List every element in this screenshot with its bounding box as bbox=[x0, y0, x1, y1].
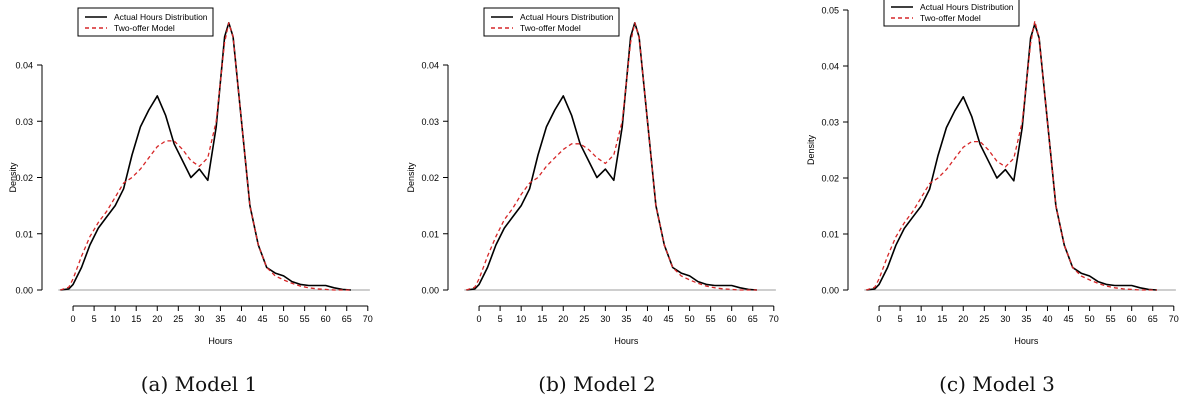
x-tick-label: 10 bbox=[916, 314, 926, 324]
x-tick-label: 45 bbox=[1064, 314, 1074, 324]
y-tick-label: 0.02 bbox=[421, 173, 439, 183]
y-tick-label: 0.00 bbox=[821, 286, 839, 296]
y-tick-label: 0.01 bbox=[15, 229, 33, 239]
x-tick-label: 0 bbox=[71, 314, 76, 324]
x-tick-label: 15 bbox=[131, 314, 141, 324]
legend-label: Actual Hours Distribution bbox=[520, 12, 614, 22]
x-tick-label: 55 bbox=[1106, 314, 1116, 324]
series-line-two-offer-model bbox=[466, 22, 757, 291]
legend-label: Actual Hours Distribution bbox=[920, 2, 1014, 12]
x-tick-label: 0 bbox=[477, 314, 482, 324]
x-tick-label: 30 bbox=[194, 314, 204, 324]
x-tick-label: 70 bbox=[769, 314, 779, 324]
x-tick-label: 20 bbox=[152, 314, 162, 324]
x-tick-label: 50 bbox=[1085, 314, 1095, 324]
y-tick-label: 0.05 bbox=[821, 6, 839, 16]
x-tick-label: 0 bbox=[877, 314, 882, 324]
y-tick-label: 0.03 bbox=[821, 118, 839, 128]
x-tick-label: 70 bbox=[1169, 314, 1179, 324]
chart-svg-1: 0.00 0.01 0.02 0.03 0.04 0 5 10 15 20 25 30 35 40 45 50… bbox=[8, 7, 373, 346]
x-tick-label: 10 bbox=[516, 314, 526, 324]
y-tick-label: 0.02 bbox=[821, 174, 839, 184]
chart-caption-1: (a) Model 1 bbox=[140, 372, 258, 396]
y-tick-label: 0.00 bbox=[15, 286, 33, 296]
chart-caption-3: (c) Model 3 bbox=[939, 372, 1055, 396]
y-axis-label: Density bbox=[8, 162, 18, 193]
chart-svg-2: 0.00 0.01 0.02 0.03 0.04 0 5 10 15 20 25 30 35 40 45 50… bbox=[406, 7, 779, 346]
x-tick-label: 45 bbox=[258, 314, 268, 324]
x-tick-label: 35 bbox=[621, 314, 631, 324]
chart-svg-3: 0.00 0.01 0.02 0.03 0.04 0.05 0 5 10 15 20 25 30 35 40… bbox=[806, 0, 1179, 346]
x-tick-label: 50 bbox=[279, 314, 289, 324]
x-tick-label: 5 bbox=[92, 314, 97, 324]
y-tick-label: 0.04 bbox=[15, 61, 33, 71]
x-axis-label: Hours bbox=[614, 336, 639, 346]
x-tick-label: 50 bbox=[685, 314, 695, 324]
y-axis-label: Density bbox=[406, 162, 416, 193]
chart-panel-1: 0.00 0.01 0.02 0.03 0.04 0 5 10 15 20 25 30 35 40 45 50… bbox=[0, 0, 398, 407]
legend-label: Actual Hours Distribution bbox=[114, 12, 208, 22]
legend-box bbox=[77, 7, 214, 37]
x-tick-label: 65 bbox=[748, 314, 758, 324]
y-tick-label: 0.01 bbox=[821, 230, 839, 240]
series-line-two-offer-model bbox=[866, 20, 1157, 291]
x-tick-label: 25 bbox=[173, 314, 183, 324]
series-line-actual-hours bbox=[466, 22, 757, 291]
x-tick-label: 30 bbox=[1000, 314, 1010, 324]
x-tick-label: 5 bbox=[898, 314, 903, 324]
x-tick-label: 25 bbox=[979, 314, 989, 324]
legend-label: Two-offer Model bbox=[520, 23, 581, 33]
y-tick-label: 0.02 bbox=[15, 173, 33, 183]
chart-caption-2: (b) Model 2 bbox=[538, 372, 656, 396]
x-tick-label: 10 bbox=[110, 314, 120, 324]
y-tick-label: 0.04 bbox=[821, 62, 839, 72]
x-tick-label: 35 bbox=[1021, 314, 1031, 324]
chart-panel-3: 0.00 0.01 0.02 0.03 0.04 0.05 0 5 10 15 20 25 30 35 40… bbox=[798, 0, 1196, 407]
x-tick-label: 65 bbox=[1148, 314, 1158, 324]
x-tick-label: 30 bbox=[600, 314, 610, 324]
x-tick-label: 65 bbox=[342, 314, 352, 324]
x-tick-label: 40 bbox=[236, 314, 246, 324]
x-tick-label: 60 bbox=[727, 314, 737, 324]
x-tick-label: 55 bbox=[706, 314, 716, 324]
x-tick-label: 15 bbox=[537, 314, 547, 324]
x-tick-label: 60 bbox=[1127, 314, 1137, 324]
y-axis-label: Density bbox=[806, 134, 816, 165]
x-tick-label: 60 bbox=[321, 314, 331, 324]
x-tick-label: 5 bbox=[498, 314, 503, 324]
x-tick-label: 40 bbox=[1042, 314, 1052, 324]
y-tick-label: 0.03 bbox=[421, 117, 439, 127]
chart-panel-2: 0.00 0.01 0.02 0.03 0.04 0 5 10 15 20 25 30 35 40 45 50… bbox=[398, 0, 796, 407]
x-tick-label: 40 bbox=[642, 314, 652, 324]
y-tick-label: 0.03 bbox=[15, 117, 33, 127]
legend-box bbox=[483, 7, 620, 37]
y-tick-label: 0.00 bbox=[421, 286, 439, 296]
x-tick-label: 45 bbox=[664, 314, 674, 324]
series-line-actual-hours bbox=[60, 22, 351, 291]
x-axis-label: Hours bbox=[208, 336, 233, 346]
x-tick-label: 20 bbox=[958, 314, 968, 324]
x-tick-label: 70 bbox=[363, 314, 373, 324]
x-tick-label: 25 bbox=[579, 314, 589, 324]
x-tick-label: 55 bbox=[300, 314, 310, 324]
series-line-actual-hours bbox=[866, 23, 1157, 291]
legend-box bbox=[883, 0, 1020, 27]
y-tick-label: 0.04 bbox=[421, 61, 439, 71]
x-axis-label: Hours bbox=[1014, 336, 1039, 346]
legend-label: Two-offer Model bbox=[920, 13, 981, 23]
x-tick-label: 20 bbox=[558, 314, 568, 324]
series-line-two-offer-model bbox=[60, 22, 351, 291]
x-tick-label: 35 bbox=[215, 314, 225, 324]
y-tick-label: 0.01 bbox=[421, 229, 439, 239]
legend-label: Two-offer Model bbox=[114, 23, 175, 33]
x-tick-label: 15 bbox=[937, 314, 947, 324]
